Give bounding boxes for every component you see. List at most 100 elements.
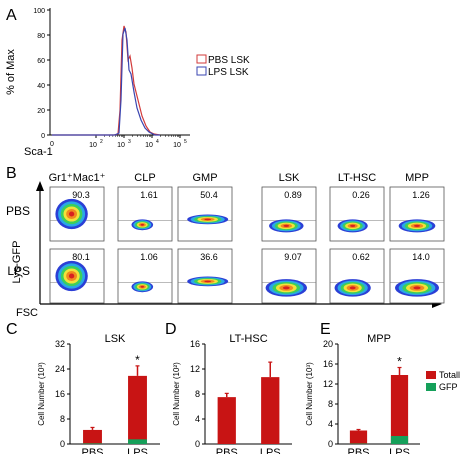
density-contour xyxy=(413,224,421,227)
gate-percentage: 0.89 xyxy=(284,190,302,200)
column-label: LSK xyxy=(279,172,300,184)
flow-plot-frame xyxy=(117,186,173,242)
bar-y-tick-label: 8 xyxy=(328,399,333,409)
panel-a-x-tick-label: 10 xyxy=(173,142,181,149)
flow-plot: 1.61 xyxy=(117,186,173,242)
panel-a-y-ticks: 0 20 40 60 80 100 xyxy=(33,8,50,140)
density-contour xyxy=(68,211,75,217)
bar-gfp xyxy=(390,436,409,444)
legend-label-lps: LPS LSK xyxy=(208,67,249,78)
column-label: MPP xyxy=(405,172,429,184)
bar-category-label: LPS xyxy=(260,447,281,454)
bar-gfp xyxy=(83,443,102,444)
density-contour xyxy=(68,273,75,279)
panel-a-y-tick-label: 0 xyxy=(41,133,45,140)
bar-total xyxy=(390,375,409,444)
significance-marker: * xyxy=(397,355,402,369)
panel-a-y-tick-label: 20 xyxy=(37,108,45,115)
panel-a-y-tick-label: 80 xyxy=(37,33,45,40)
bar-y-tick-label: 16 xyxy=(190,339,200,349)
legend-swatch-pbs xyxy=(196,54,207,64)
panel-a-x-label: Sca-1 xyxy=(24,146,53,158)
panel-a-x-tick-exponent: 2 xyxy=(100,139,103,145)
panel-d-bar-chart: 0 4 8 12 16 LT-HSC Cell Number (10²) PBS LPS xyxy=(172,333,292,454)
gate-percentage: 50.4 xyxy=(200,190,218,200)
bar-y-tick-label: 4 xyxy=(328,419,333,429)
legend-label-total: Totall xyxy=(439,370,460,380)
significance-marker: * xyxy=(135,353,140,367)
panel-label-b: B xyxy=(6,165,17,182)
panel-a-x-ticks: 0 10 2 10 3 10 4 10 5 xyxy=(50,135,187,149)
panel-a-legend: PBS LSK LPS LSK xyxy=(196,54,250,78)
panel-a-x-tick-label: 10 xyxy=(89,142,97,149)
gate-percentage: 14.0 xyxy=(412,252,430,262)
bar-y-tick-label: 12 xyxy=(323,379,333,389)
bar-y-tick-label: 0 xyxy=(195,439,200,449)
gate-percentage: 0.62 xyxy=(352,252,370,262)
legend-label-pbs: PBS LSK xyxy=(208,55,250,66)
bar-y-label: Cell Number (10³) xyxy=(305,362,314,426)
flow-plot: 14.0 xyxy=(389,248,445,304)
column-label: Gr1⁺Mac1⁺ xyxy=(49,172,106,184)
bar-y-tick-label: 0 xyxy=(60,439,65,449)
flow-plot-frame xyxy=(117,248,173,304)
bar-category-label: PBS xyxy=(216,447,238,454)
density-contour xyxy=(204,218,212,221)
panel-a-y-tick-label: 60 xyxy=(37,58,45,65)
panel-a-lps-curve xyxy=(52,27,160,136)
panel-c-bar-chart: 0 8 16 24 32 LSK Cell Number (10³) PBS LPS * xyxy=(37,333,160,454)
panel-a-x-tick-exponent: 4 xyxy=(156,139,159,145)
panel-label-c: C xyxy=(6,321,18,338)
gate-percentage: 1.06 xyxy=(140,252,158,262)
flow-plot: 1.06 xyxy=(117,248,173,304)
flow-plot: 9.07 xyxy=(261,248,317,304)
density-contour xyxy=(283,224,290,227)
panel-e-bar-chart: 0 4 8 12 16 20 MPP Cell Number (10³) PBS LPS * Tota… xyxy=(305,333,460,454)
column-label: GMP xyxy=(192,172,217,184)
density-contour xyxy=(350,224,356,227)
panel-a-pbs-curve xyxy=(52,25,161,136)
flow-plot: 50.4 xyxy=(177,186,233,242)
density-contour xyxy=(413,286,421,290)
legend-swatch-total xyxy=(426,371,436,379)
legend-swatch-gfp xyxy=(426,383,436,391)
panel-a-x-tick-label: 10 xyxy=(117,142,125,149)
legend-swatch-lps xyxy=(196,66,207,76)
bar-gfp xyxy=(128,439,147,444)
density-contour xyxy=(282,286,290,290)
bar-gfp xyxy=(349,443,368,444)
bar-y-tick-label: 4 xyxy=(195,414,200,424)
panel-label-a: A xyxy=(6,7,17,24)
bar-category-label: LPS xyxy=(389,447,410,454)
gate-percentage: 1.61 xyxy=(140,190,158,200)
bar-y-tick-label: 20 xyxy=(323,339,333,349)
flow-plot: 0.89 xyxy=(261,186,317,242)
flow-plot-frame xyxy=(177,248,233,304)
column-label: CLP xyxy=(134,172,155,184)
bar-category-label: PBS xyxy=(347,447,369,454)
density-contour xyxy=(140,285,145,288)
density-contour xyxy=(349,286,356,290)
flow-plot: 36.6 xyxy=(177,248,233,304)
panel-a-y-tick-label: 100 xyxy=(33,8,45,15)
bar-category-label: PBS xyxy=(81,447,103,454)
bar-y-label: Cell Number (10²) xyxy=(172,362,181,426)
panel-a-y-label: % of Max xyxy=(5,49,17,95)
legend-label-gfp: GFP xyxy=(439,382,458,392)
flow-plot: 90.3 xyxy=(49,186,105,242)
panel-b-column-labels: Gr1⁺Mac1⁺ CLP GMP LSK LT-HSC MPP xyxy=(49,172,429,184)
density-contour xyxy=(204,280,212,283)
bar-y-tick-label: 16 xyxy=(55,389,65,399)
gate-percentage: 9.07 xyxy=(284,252,302,262)
panel-b-flow-plots: Gr1⁺Mac1⁺ CLP GMP LSK LT-HSC MPP PBS LPS Lys-… xyxy=(6,172,445,319)
gate-percentage: 36.6 xyxy=(200,252,218,262)
flow-plot: 1.26 xyxy=(389,186,445,242)
density-contour xyxy=(140,223,145,226)
column-label: LT-HSC xyxy=(338,172,376,184)
panel-b-plot-grid: 90.3 1.61 50.4 0.89 0.26 1.26 80.1 1.06 36.6 9.07… xyxy=(49,186,445,304)
gate-percentage: 90.3 xyxy=(72,190,90,200)
bar-chart-title: LSK xyxy=(105,333,126,345)
panel-label-e: E xyxy=(320,321,331,338)
